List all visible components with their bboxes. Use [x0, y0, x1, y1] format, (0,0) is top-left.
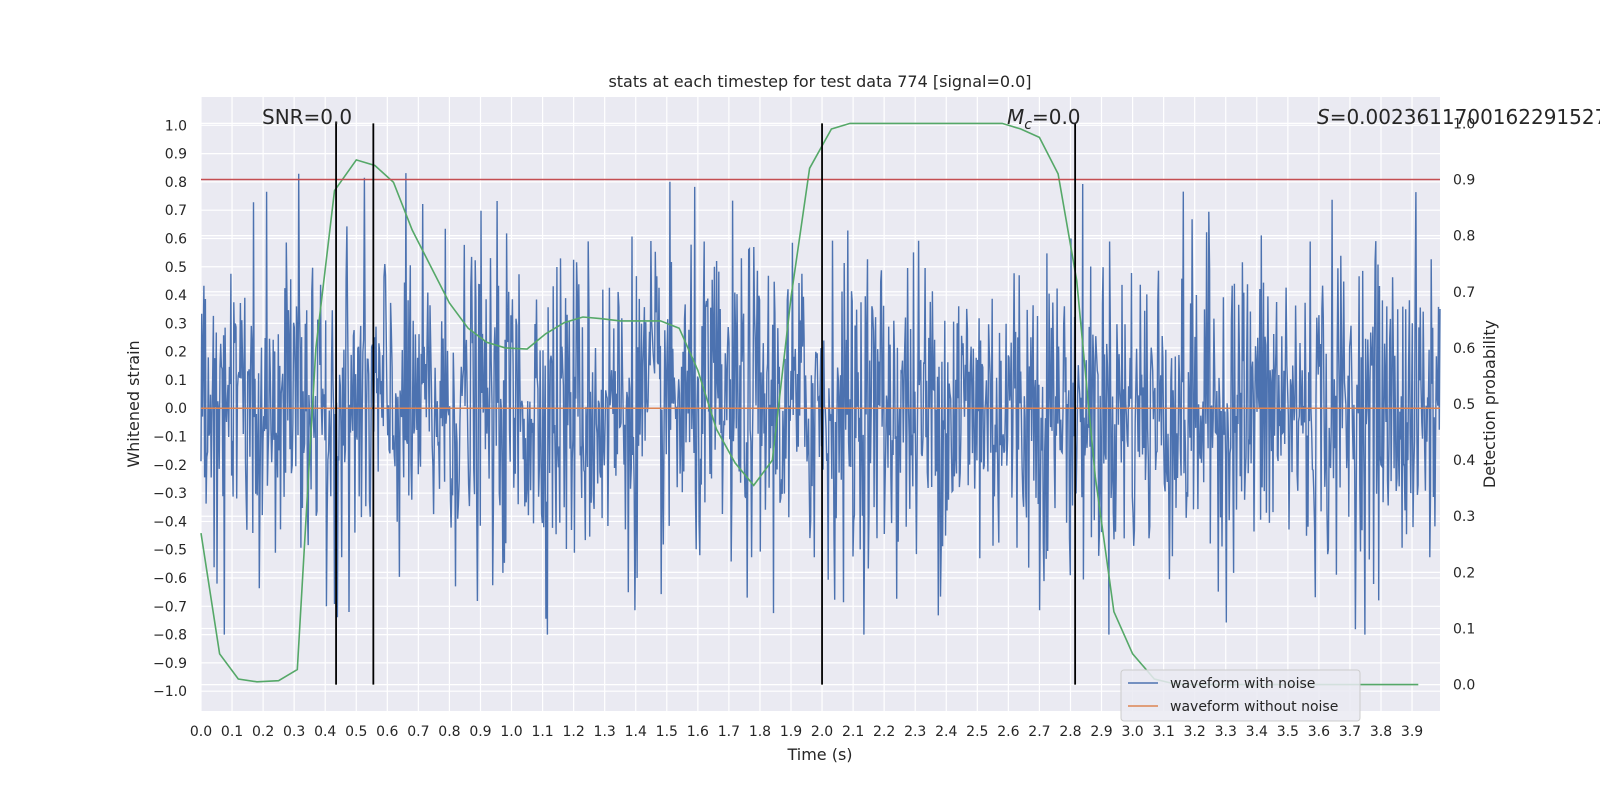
snr-annotation: SNR=0.0	[262, 105, 352, 129]
chirp-mass-subscript: c	[1024, 117, 1032, 133]
y2-tick-label: 0.0	[1453, 678, 1475, 694]
x-tick-label: 0.0	[190, 724, 212, 740]
y-tick-label: −1.0	[153, 684, 187, 700]
y2-tick-label: 0.1	[1453, 621, 1475, 637]
y-tick-label: −0.1	[153, 430, 187, 446]
x-tick-label: 2.2	[873, 724, 895, 740]
tick-labels: 0.0 0.1 0.2 0.3 0.4 0.5 0.6 0.7 0.8 0.9 1.0 1.1 1.2 1…	[153, 116, 1475, 740]
chirp-mass-symbol: M	[1007, 105, 1024, 129]
legend: waveform with noise waveform without noi…	[1120, 669, 1361, 722]
y2-tick-label: 0.8	[1453, 229, 1475, 245]
x-tick-label: 2.6	[997, 724, 1019, 740]
x-tick-label: 3.3	[1215, 724, 1237, 740]
x-tick-label: 0.9	[469, 724, 491, 740]
x-tick-label: 2.1	[842, 724, 864, 740]
y-tick-label: −0.9	[153, 656, 187, 672]
x-tick-label: 3.0	[1121, 724, 1143, 740]
x-tick-label: 1.2	[562, 724, 584, 740]
x-tick-label: 1.6	[687, 724, 709, 740]
x-tick-label: 1.1	[531, 724, 553, 740]
y-tick-label: −0.6	[153, 571, 187, 587]
x-tick-label: 3.9	[1401, 724, 1423, 740]
legend-box	[1120, 669, 1361, 722]
x-tick-label: 2.5	[966, 724, 988, 740]
y-tick-label: 0.1	[165, 373, 187, 389]
y-tick-label: −0.7	[153, 599, 187, 615]
y-tick-label: 0.3	[165, 316, 187, 332]
y-tick-label: 0.7	[165, 203, 187, 219]
x-tick-label: 3.5	[1277, 724, 1299, 740]
x-tick-label: 1.8	[749, 724, 771, 740]
y2-axis-label: Detection probability	[1480, 320, 1499, 488]
chirp-mass-value: =0.0	[1032, 105, 1081, 129]
x-tick-label: 0.8	[438, 724, 460, 740]
x-tick-label: 1.7	[718, 724, 740, 740]
y2-tick-label: 0.9	[1453, 173, 1475, 189]
x-tick-label: 1.5	[656, 724, 678, 740]
x-tick-label: 3.4	[1246, 724, 1268, 740]
y-tick-label: 0.0	[165, 401, 187, 417]
y2-tick-label: 0.4	[1453, 453, 1475, 469]
y-tick-label: −0.2	[153, 458, 187, 474]
y2-tick-label: 0.5	[1453, 397, 1475, 413]
x-tick-label: 0.2	[252, 724, 274, 740]
y2-tick-label: 0.6	[1453, 341, 1475, 357]
chirp-mass-annotation: Mc=0.0	[1007, 105, 1081, 133]
x-tick-label: 2.4	[935, 724, 957, 740]
y-axis-label: Whitened strain	[124, 340, 143, 467]
x-tick-label: 0.4	[314, 724, 336, 740]
y-tick-label: −0.3	[153, 486, 187, 502]
y-tick-label: 0.4	[165, 288, 187, 304]
y-tick-label: 0.9	[165, 147, 187, 163]
x-tick-label: 3.1	[1152, 724, 1174, 740]
y-tick-label: 0.2	[165, 345, 187, 361]
x-tick-label: 1.9	[780, 724, 802, 740]
y-tick-label: −0.8	[153, 628, 187, 644]
y-tick-label: −0.4	[153, 514, 187, 530]
waveform-with-noise-line	[200, 173, 1441, 635]
y2-tick-label: 0.3	[1453, 509, 1475, 525]
s-symbol: S	[1317, 105, 1330, 129]
chart-title: stats at each timestep for test data 774…	[608, 72, 1031, 91]
y2-tick-label: 0.2	[1453, 565, 1475, 581]
s-annotation: S=0.0023611700162291527	[1317, 105, 1600, 129]
data-layer	[200, 173, 1441, 635]
y-tick-label: 0.6	[165, 231, 187, 247]
x-tick-label: 0.3	[283, 724, 305, 740]
x-tick-label: 3.8	[1370, 724, 1392, 740]
y2-tick-label: 1.0	[1453, 116, 1475, 132]
x-tick-label: 0.7	[407, 724, 429, 740]
x-tick-label: 3.6	[1308, 724, 1330, 740]
x-tick-label: 0.5	[345, 724, 367, 740]
y2-tick-label: 0.7	[1453, 285, 1475, 301]
x-tick-label: 1.4	[625, 724, 647, 740]
s-value: =0.0023611700162291527	[1330, 105, 1600, 129]
x-tick-label: 2.7	[1028, 724, 1050, 740]
y-tick-label: 1.0	[165, 118, 187, 134]
x-tick-label: 0.6	[376, 724, 398, 740]
x-tick-label: 1.0	[500, 724, 522, 740]
y-tick-label: 0.8	[165, 175, 187, 191]
x-tick-label: 3.2	[1184, 724, 1206, 740]
x-tick-label: 0.1	[221, 724, 243, 740]
x-tick-label: 2.3	[904, 724, 926, 740]
x-tick-label: 3.7	[1339, 724, 1361, 740]
x-axis-label: Time (s)	[786, 745, 852, 764]
legend-label-clean: waveform without noise	[1170, 699, 1338, 715]
x-tick-label: 1.3	[594, 724, 616, 740]
x-tick-label: 2.0	[811, 724, 833, 740]
x-tick-label: 2.8	[1059, 724, 1081, 740]
legend-label-noise: waveform with noise	[1170, 676, 1315, 692]
y-tick-label: −0.5	[153, 543, 187, 559]
y-tick-label: 0.5	[165, 260, 187, 276]
x-tick-label: 2.9	[1090, 724, 1112, 740]
